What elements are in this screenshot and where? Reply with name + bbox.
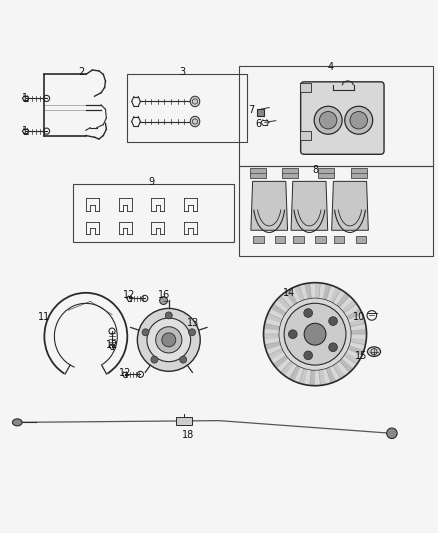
Circle shape bbox=[142, 329, 149, 336]
Wedge shape bbox=[264, 334, 279, 340]
Circle shape bbox=[188, 329, 195, 336]
Bar bbox=[73, 183, 234, 243]
Wedge shape bbox=[289, 366, 300, 381]
Text: 9: 9 bbox=[148, 177, 154, 187]
Wedge shape bbox=[344, 352, 360, 365]
Wedge shape bbox=[310, 370, 315, 386]
Text: 8: 8 bbox=[312, 165, 318, 175]
Circle shape bbox=[151, 356, 158, 363]
Bar bbox=[315, 236, 325, 244]
Wedge shape bbox=[336, 293, 350, 308]
Bar bbox=[351, 168, 367, 178]
Wedge shape bbox=[277, 296, 291, 310]
Wedge shape bbox=[270, 304, 286, 316]
Circle shape bbox=[147, 318, 191, 362]
Circle shape bbox=[264, 282, 367, 386]
Text: 12: 12 bbox=[119, 368, 131, 378]
Wedge shape bbox=[322, 284, 331, 300]
Wedge shape bbox=[285, 289, 297, 305]
Bar bbox=[334, 236, 344, 244]
Ellipse shape bbox=[190, 116, 200, 127]
Polygon shape bbox=[332, 181, 368, 230]
Circle shape bbox=[304, 351, 313, 360]
Text: 14: 14 bbox=[283, 288, 295, 298]
Text: 13: 13 bbox=[187, 318, 199, 328]
Wedge shape bbox=[266, 313, 282, 323]
Circle shape bbox=[387, 428, 397, 439]
Wedge shape bbox=[333, 364, 345, 379]
Wedge shape bbox=[319, 369, 326, 385]
Bar bbox=[318, 168, 334, 178]
Text: 1: 1 bbox=[21, 126, 28, 136]
Text: 18: 18 bbox=[182, 430, 194, 440]
Bar bbox=[251, 168, 266, 178]
Circle shape bbox=[304, 323, 326, 345]
Ellipse shape bbox=[367, 347, 381, 357]
Text: 1: 1 bbox=[21, 93, 28, 103]
Circle shape bbox=[314, 106, 342, 134]
Bar bbox=[253, 236, 264, 244]
Bar bbox=[275, 236, 286, 244]
Wedge shape bbox=[304, 283, 311, 299]
Circle shape bbox=[350, 111, 367, 129]
Wedge shape bbox=[265, 342, 281, 350]
Circle shape bbox=[284, 303, 346, 365]
Text: 4: 4 bbox=[327, 61, 333, 71]
Circle shape bbox=[328, 343, 337, 352]
Wedge shape bbox=[348, 345, 364, 355]
Wedge shape bbox=[350, 338, 366, 345]
Text: 2: 2 bbox=[78, 67, 85, 77]
Wedge shape bbox=[330, 287, 341, 303]
Bar bbox=[293, 236, 304, 244]
Circle shape bbox=[155, 327, 182, 353]
Bar bbox=[283, 168, 298, 178]
Wedge shape bbox=[268, 349, 284, 360]
Text: 3: 3 bbox=[179, 67, 185, 77]
Polygon shape bbox=[291, 181, 328, 230]
Bar bbox=[356, 236, 366, 244]
Bar bbox=[176, 417, 192, 425]
Circle shape bbox=[304, 309, 313, 317]
Wedge shape bbox=[264, 324, 280, 330]
Text: 12: 12 bbox=[124, 290, 136, 300]
Circle shape bbox=[165, 312, 172, 319]
Text: 15: 15 bbox=[355, 351, 367, 361]
Ellipse shape bbox=[12, 419, 22, 426]
Wedge shape bbox=[339, 358, 353, 373]
Bar bbox=[239, 66, 433, 166]
Text: 16: 16 bbox=[158, 290, 170, 300]
Wedge shape bbox=[315, 282, 321, 298]
Bar bbox=[300, 131, 311, 140]
Wedge shape bbox=[351, 329, 367, 334]
Circle shape bbox=[159, 297, 167, 304]
Wedge shape bbox=[294, 285, 304, 301]
Bar bbox=[300, 83, 311, 92]
Text: 7: 7 bbox=[249, 105, 255, 115]
Circle shape bbox=[289, 330, 297, 338]
Wedge shape bbox=[273, 356, 288, 369]
Text: 12: 12 bbox=[106, 340, 118, 350]
Wedge shape bbox=[299, 368, 307, 385]
Bar bbox=[127, 75, 247, 142]
Wedge shape bbox=[281, 361, 294, 376]
Text: 11: 11 bbox=[38, 312, 50, 322]
Polygon shape bbox=[251, 181, 288, 230]
Bar bbox=[239, 166, 433, 256]
Bar bbox=[257, 109, 264, 116]
Wedge shape bbox=[326, 367, 336, 383]
Circle shape bbox=[328, 317, 337, 326]
Text: 6: 6 bbox=[255, 119, 261, 129]
Wedge shape bbox=[350, 318, 365, 327]
Circle shape bbox=[180, 356, 187, 363]
Circle shape bbox=[319, 111, 337, 129]
FancyBboxPatch shape bbox=[300, 82, 384, 154]
Wedge shape bbox=[346, 309, 362, 319]
Text: 10: 10 bbox=[353, 312, 365, 322]
Wedge shape bbox=[342, 300, 357, 313]
Ellipse shape bbox=[190, 96, 200, 107]
Circle shape bbox=[162, 333, 176, 347]
Circle shape bbox=[345, 106, 373, 134]
Circle shape bbox=[138, 309, 200, 372]
